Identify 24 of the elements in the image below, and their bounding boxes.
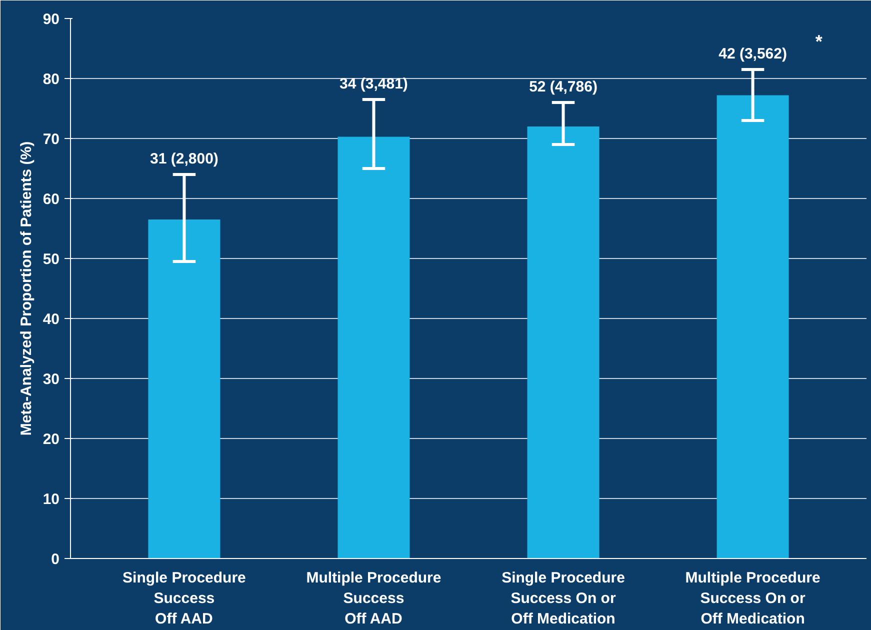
x-tick-label: Single Procedure Success Off AAD bbox=[122, 570, 246, 628]
y-tick-label: 70 bbox=[42, 131, 60, 148]
bar bbox=[338, 136, 410, 558]
y-tick-label: 10 bbox=[42, 491, 60, 508]
annotation: 42 (3,562) bbox=[718, 45, 787, 62]
y-tick-label: 90 bbox=[42, 11, 60, 28]
x-tick-label: Multiple Procedure Success Off AAD bbox=[306, 570, 442, 628]
y-tick-label: 40 bbox=[42, 311, 60, 328]
x-tick-label: Multiple Procedure Success On or Off Medication bbox=[685, 570, 820, 628]
annotation: 31 (2,800) bbox=[150, 150, 218, 168]
y-tick-label: 60 bbox=[42, 191, 60, 208]
y-axis-title: Meta-Analyzed Proportion of Patients (%) bbox=[18, 141, 35, 436]
y-tick-label: 50 bbox=[42, 251, 60, 268]
annotation: 34 (3,481) bbox=[340, 75, 408, 92]
y-tick-label: 0 bbox=[51, 551, 60, 568]
bar bbox=[148, 220, 220, 558]
annotation: 52 (4,786) bbox=[529, 78, 598, 96]
y-tick-label: 30 bbox=[42, 371, 60, 388]
annotation: * bbox=[815, 32, 822, 52]
x-tick-label: Single Procedure Success On or Off Medication bbox=[502, 570, 625, 628]
bar bbox=[527, 126, 600, 558]
bar bbox=[716, 95, 789, 558]
y-tick-label: 80 bbox=[42, 71, 60, 88]
y-tick-label: 20 bbox=[42, 431, 60, 448]
